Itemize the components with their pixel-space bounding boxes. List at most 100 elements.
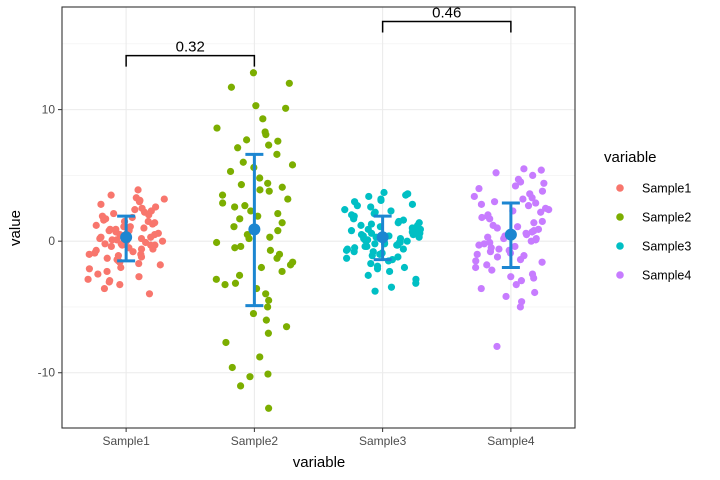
- data-point: [493, 224, 501, 232]
- data-point: [273, 254, 281, 262]
- data-point: [105, 278, 113, 286]
- legend: variable Sample1 Sample2 Sample3 Sample4: [604, 149, 691, 283]
- data-point: [226, 167, 235, 176]
- data-point: [135, 198, 144, 206]
- data-point: [483, 261, 491, 269]
- data-point: [110, 209, 118, 218]
- data-point: [361, 236, 369, 244]
- legend-label: Sample3: [642, 240, 691, 254]
- x-tick-label: Sample4: [487, 434, 535, 448]
- data-point: [400, 263, 409, 272]
- y-tick-label: 0: [48, 234, 55, 248]
- data-point: [97, 200, 105, 208]
- data-point: [488, 266, 496, 274]
- x-axis: Sample1 Sample2 Sample3 Sample4: [102, 428, 535, 448]
- data-point: [516, 303, 524, 311]
- data-point: [520, 165, 528, 173]
- data-point: [530, 219, 538, 227]
- data-point: [394, 253, 402, 261]
- summary-sample4: [501, 201, 520, 269]
- legend-key: [616, 242, 624, 250]
- panel-background: [62, 7, 575, 428]
- x-tick-label: Sample1: [102, 434, 150, 448]
- data-point: [262, 131, 270, 139]
- data-point: [249, 69, 258, 77]
- data-point: [266, 246, 275, 254]
- data-point: [265, 141, 273, 149]
- data-point: [402, 191, 410, 199]
- data-point: [92, 221, 100, 229]
- data-point: [364, 271, 372, 279]
- data-point: [527, 237, 535, 245]
- legend-label: Sample1: [642, 182, 691, 196]
- data-point: [145, 211, 153, 219]
- data-point: [520, 252, 528, 260]
- data-point: [231, 279, 240, 287]
- data-point: [483, 212, 492, 220]
- data-point: [371, 287, 379, 295]
- bracket-line: [381, 20, 512, 33]
- data-point: [472, 263, 480, 272]
- data-point: [511, 242, 519, 251]
- data-point: [493, 253, 502, 261]
- data-point: [148, 220, 157, 228]
- bracket-line: [125, 54, 256, 67]
- data-point: [365, 192, 373, 201]
- mean-point: [248, 223, 261, 236]
- data-point: [517, 277, 526, 285]
- data-point: [537, 166, 545, 174]
- data-point: [234, 144, 242, 152]
- data-point: [371, 240, 379, 248]
- data-point: [530, 227, 538, 235]
- data-point: [473, 250, 481, 258]
- data-point: [288, 161, 297, 169]
- data-point: [117, 263, 125, 272]
- data-point: [472, 257, 480, 265]
- data-point: [278, 219, 286, 227]
- data-point: [380, 188, 388, 197]
- data-point: [502, 292, 510, 301]
- data-point: [278, 183, 286, 191]
- y-axis: -10 0 10: [38, 103, 62, 380]
- data-point: [228, 363, 236, 372]
- data-point: [385, 267, 394, 276]
- data-point: [134, 186, 142, 194]
- data-point: [367, 259, 375, 268]
- data-point: [371, 208, 379, 216]
- data-point: [241, 202, 249, 210]
- data-point: [85, 265, 93, 273]
- data-point: [377, 196, 385, 204]
- data-point: [519, 195, 527, 203]
- data-point: [350, 248, 358, 256]
- data-point: [537, 208, 545, 216]
- data-point: [470, 192, 478, 201]
- legend-key: [616, 184, 624, 192]
- data-point: [100, 284, 109, 293]
- data-point: [231, 244, 239, 252]
- data-point: [259, 115, 267, 123]
- data-point: [140, 224, 148, 232]
- data-point: [477, 284, 485, 293]
- data-point: [231, 203, 239, 211]
- x-axis-title: variable: [293, 454, 346, 471]
- summary-sample2: [245, 152, 264, 308]
- data-point: [486, 248, 495, 256]
- comparison-bracket: 0.32: [125, 39, 256, 67]
- data-point: [256, 186, 264, 194]
- data-point: [522, 231, 531, 239]
- data-point: [265, 404, 273, 412]
- data-point: [531, 288, 539, 297]
- data-point: [237, 181, 245, 189]
- data-point: [135, 273, 143, 281]
- data-point: [266, 233, 274, 241]
- data-point: [262, 290, 270, 298]
- data-point: [218, 191, 227, 199]
- data-point: [347, 227, 356, 235]
- legend-item-sample4: Sample4: [616, 269, 691, 283]
- data-point: [284, 195, 292, 203]
- data-point: [100, 216, 108, 224]
- bracket-label: 0.46: [432, 4, 461, 21]
- data-point: [394, 219, 402, 227]
- data-point: [412, 279, 420, 287]
